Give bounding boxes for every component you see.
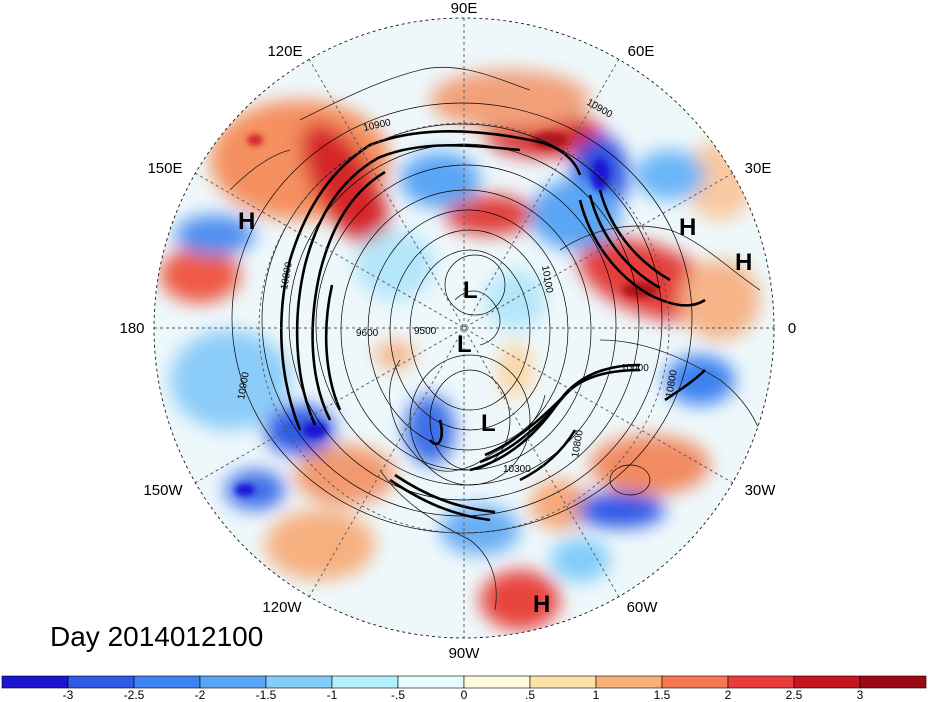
colorbar-swatch	[265, 675, 333, 689]
meridian-30e-150w	[194, 172, 734, 484]
lon-label-60e: 60E	[628, 43, 655, 60]
colorbar-swatch	[661, 675, 729, 689]
colorbar-tick-label: -2.5	[124, 688, 145, 702]
lon-label-90w: 90W	[449, 645, 481, 662]
anomaly-field	[154, 18, 774, 638]
colorbar-swatch	[727, 675, 795, 689]
lon-label-150w: 150W	[143, 482, 183, 499]
colorbar-ticks: -3 -2.5 -2 -1.5 -1 -.5 0 .5 1 1.5 2 2.5 3	[63, 688, 864, 702]
lon-label-120e: 120E	[267, 43, 302, 60]
meridian-150e-30w	[194, 172, 734, 484]
colorbar-tick-label: 3	[857, 688, 864, 702]
lon-label-150e: 150E	[147, 160, 182, 177]
high-marker-pacific: H	[238, 208, 255, 235]
colorbar-tick-label: -3	[63, 688, 74, 702]
colorbar-swatch	[331, 675, 399, 689]
colorbar-tick-label: .5	[525, 688, 535, 702]
colorbar-tick-label: 2.5	[786, 688, 803, 702]
colorbar-tick-label: 1	[593, 688, 600, 702]
colorbar-tick-label: 0	[461, 688, 468, 702]
contour-label: 10300	[503, 464, 531, 475]
contour-label: 10000	[621, 363, 649, 374]
meridian-120e-60w	[308, 58, 620, 598]
contour-label: 10900	[236, 371, 252, 401]
low-marker-2: L	[457, 331, 472, 358]
graticule	[154, 18, 774, 638]
lon-label-180: 180	[119, 320, 144, 337]
contour-label: 10800	[570, 429, 586, 459]
map-boundary	[153, 17, 775, 639]
high-marker-europe: H	[679, 214, 696, 241]
high-marker-east: H	[735, 249, 752, 276]
contour-label: 10800	[664, 369, 680, 399]
colorbar	[1, 675, 927, 689]
meridian-60e-120w	[308, 58, 620, 598]
colorbar-swatch	[529, 675, 597, 689]
contour-label: 9600	[356, 328, 379, 339]
jet-contours-thick	[280, 130, 706, 522]
colorbar-swatch	[199, 675, 267, 689]
low-marker-3: L	[481, 410, 496, 437]
lon-label-90e: 90E	[451, 0, 478, 17]
latitude-circle	[258, 122, 670, 534]
low-marker-1: L	[463, 277, 478, 304]
coastlines	[229, 66, 766, 611]
colorbar-swatch	[397, 675, 465, 689]
colorbar-tick-label: 1.5	[654, 688, 671, 702]
lon-label-60w: 60W	[627, 599, 659, 616]
contour-label: 10800	[279, 261, 295, 291]
colorbar-tick-label: 2	[725, 688, 732, 702]
lon-label-0: 0	[788, 320, 796, 337]
day-title: Day 2014012100	[50, 621, 263, 652]
colorbar-tick-label: -1	[327, 688, 338, 702]
contour-label: 9500	[414, 326, 437, 337]
high-marker-atlantic: H	[533, 591, 550, 618]
colorbar-swatch	[67, 675, 135, 689]
colorbar-tick-label: -.5	[391, 688, 405, 702]
colorbar-tick-label: -1.5	[256, 688, 277, 702]
colorbar-swatch	[793, 675, 861, 689]
colorbar-swatch	[595, 675, 663, 689]
colorbar-swatch	[133, 675, 201, 689]
colorbar-swatch	[1, 675, 69, 689]
lon-label-120w: 120W	[262, 599, 302, 616]
colorbar-tick-label: -2	[195, 688, 206, 702]
contour-label: 10100	[539, 265, 555, 295]
lon-label-30e: 30E	[745, 160, 772, 177]
colorbar-swatch	[463, 675, 531, 689]
longitude-labels: 90E 120E 60E 150E 30E 180 0 150W 30W 120…	[119, 0, 796, 662]
lon-label-30w: 30W	[745, 482, 777, 499]
pressure-centers: H H H H L L L	[238, 208, 752, 618]
colorbar-swatch	[859, 675, 927, 689]
